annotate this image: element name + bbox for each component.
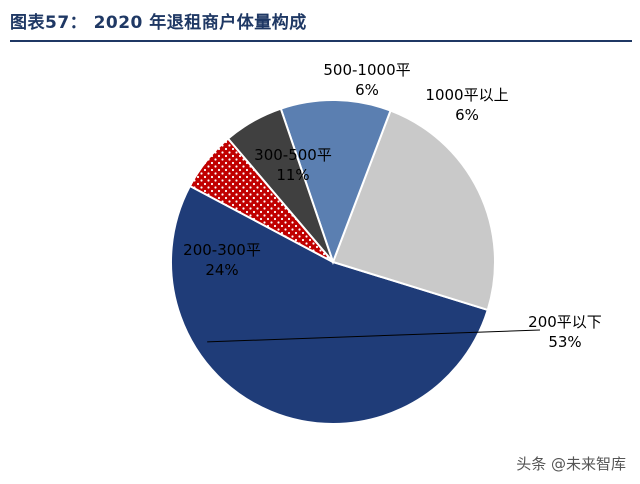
pie-slice-300-500平 (279, 99, 392, 265)
slice-category-label: 200平以下 (528, 313, 602, 331)
leader-lines (207, 329, 541, 343)
slice-labels: 200平以下 53% 200-300平 24% 300-500平 11% 500-1000平… (183, 61, 602, 351)
page-title: 图表57： 2020 年退租商户体量构成 (10, 13, 307, 33)
slice-category-label: 500-1000平 (323, 61, 410, 79)
pie-slice-1000平以上 (188, 137, 334, 263)
pie-slice-200-300平 (331, 109, 496, 312)
slice-percent-label: 6% (355, 81, 379, 99)
watermark: 头条 @未来智库 (516, 455, 626, 473)
title-bar: 图表57： 2020 年退租商户体量构成 (0, 0, 640, 44)
slice-category-label: 1000平以上 (425, 86, 508, 104)
slice-percent-label: 11% (276, 166, 309, 184)
slice-category-label: 300-500平 (254, 146, 332, 164)
leader-line-200平以下 (207, 329, 541, 343)
slice-percent-label: 53% (548, 333, 581, 351)
pie-slice-200平以下 (170, 184, 490, 425)
pie-slices (170, 99, 496, 425)
title-divider (10, 40, 632, 42)
slice-category-label: 200-300平 (183, 241, 261, 259)
slice-percent-label: 24% (205, 261, 238, 279)
slice-percent-label: 6% (455, 106, 479, 124)
